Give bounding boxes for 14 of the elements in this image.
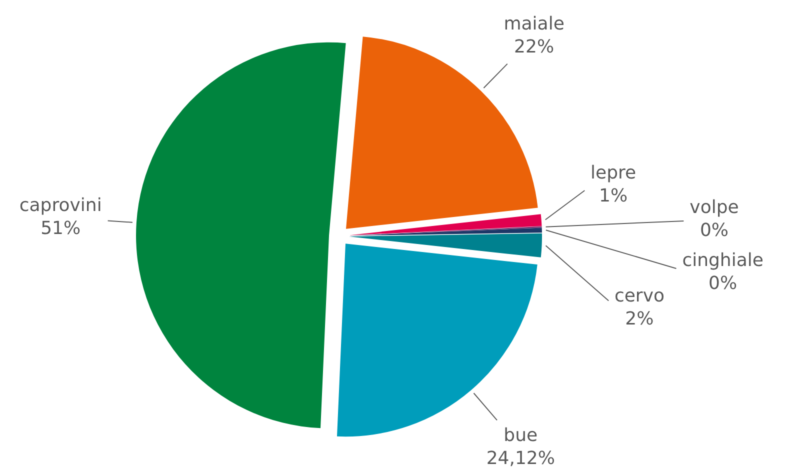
slice-label: bue <box>504 424 538 446</box>
slice-label: lepre <box>590 162 636 184</box>
data-label: 22% <box>514 36 554 58</box>
data-label: 51% <box>40 218 81 239</box>
slice-label: volpe <box>690 196 739 218</box>
data-label: 2% <box>625 308 654 330</box>
data-label: 24,12% <box>486 448 555 469</box>
slice-label: maiale <box>504 14 564 35</box>
data-label: 0% <box>700 220 729 241</box>
slice-label: cinghiale <box>682 250 764 272</box>
slice-label: caprovini <box>19 194 102 216</box>
data-label: 0% <box>708 273 738 294</box>
data-label: 1% <box>599 185 628 206</box>
slice-label: cervo <box>614 285 664 306</box>
